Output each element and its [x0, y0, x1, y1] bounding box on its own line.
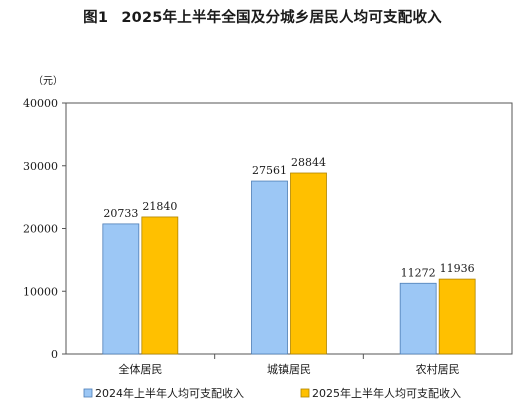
legend-label: 2025年上半年人均可支配收入 — [312, 386, 461, 400]
y-tick-label: 20000 — [23, 223, 58, 236]
legend: 2024年上半年人均可支配收入 2025年上半年人均可支配收入 — [83, 386, 461, 400]
y-tick-label: 0 — [51, 348, 58, 361]
data-labels: 20733 21840 27561 28844 11272 11936 — [103, 156, 474, 279]
legend-swatch — [83, 388, 93, 398]
data-label: 28844 — [291, 156, 326, 169]
category-label: 农村居民 — [416, 362, 460, 376]
data-label: 11936 — [440, 262, 475, 275]
bar-2024-2 — [399, 282, 437, 355]
bar-2025-1 — [290, 172, 327, 355]
bar-2025-2 — [438, 278, 476, 355]
title-text: 2025年上半年全国及分城乡居民人均可支配收入 — [121, 10, 442, 26]
category-labels: 全体居民 城镇居民 农村居民 — [118, 354, 460, 376]
y-tick-label: 30000 — [23, 160, 58, 173]
figure-number: 图1 — [83, 10, 109, 26]
bar-2024-0 — [102, 223, 140, 355]
bar-2025-0 — [141, 216, 179, 355]
bar-2024-1 — [251, 180, 288, 355]
y-axis-ticks: 0 10000 20000 30000 40000 — [23, 97, 66, 361]
data-label: 21840 — [142, 200, 177, 213]
bars — [102, 172, 476, 355]
data-label: 20733 — [103, 207, 138, 220]
category-label: 城镇居民 — [267, 362, 311, 376]
chart-title: 图1 2025年上半年全国及分城乡居民人均可支配收入 — [0, 6, 525, 27]
data-label: 11272 — [401, 266, 436, 279]
y-tick-label: 10000 — [23, 285, 58, 298]
y-tick-label: 40000 — [23, 97, 58, 110]
legend-swatch — [300, 388, 310, 398]
category-label: 全体居民 — [118, 362, 162, 376]
legend-label: 2024年上半年人均可支配收入 — [95, 386, 244, 400]
data-label: 27561 — [252, 164, 287, 177]
y-axis-unit: （元） — [33, 75, 63, 87]
